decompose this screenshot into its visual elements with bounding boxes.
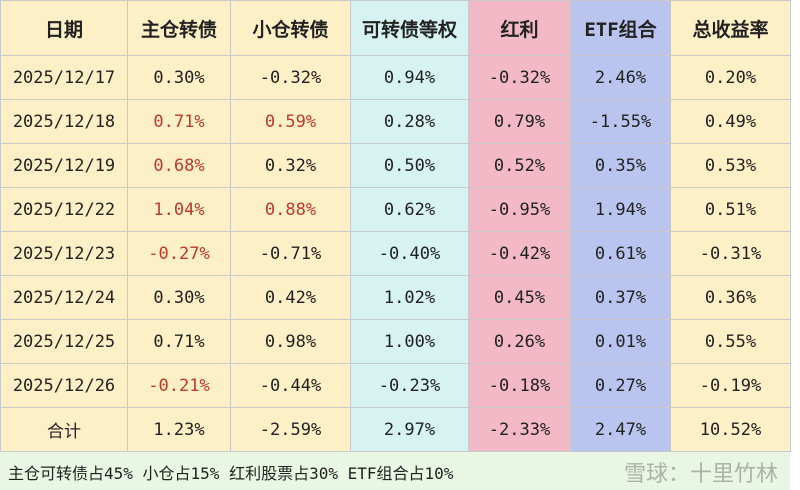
value-cell: -0.21% <box>127 363 231 408</box>
value-cell: 2.47% <box>570 407 671 452</box>
value-cell: 1.23% <box>127 407 231 452</box>
column-header: 红利 <box>468 0 571 56</box>
value-cell: 0.42% <box>230 275 351 320</box>
value-cell: 0.49% <box>670 99 791 144</box>
column-header: ETF组合 <box>570 0 671 56</box>
value-cell: 0.94% <box>350 55 469 100</box>
value-cell: 0.26% <box>468 319 571 364</box>
value-cell: 0.51% <box>670 187 791 232</box>
date-cell: 2025/12/23 <box>0 231 128 276</box>
value-cell: 0.32% <box>230 143 351 188</box>
footer-text: 主仓可转债占45% 小仓占15% 红利股票占30% ETF组合占10% <box>8 464 454 483</box>
value-cell: 0.62% <box>350 187 469 232</box>
value-cell: -0.18% <box>468 363 571 408</box>
column-header: 日期 <box>0 0 128 56</box>
value-cell: 0.79% <box>468 99 571 144</box>
value-cell: -0.95% <box>468 187 571 232</box>
date-cell: 2025/12/22 <box>0 187 128 232</box>
date-cell: 2025/12/26 <box>0 363 128 408</box>
value-cell: 1.04% <box>127 187 231 232</box>
date-cell: 2025/12/17 <box>0 55 128 100</box>
value-cell: -0.71% <box>230 231 351 276</box>
value-cell: 0.53% <box>670 143 791 188</box>
value-cell: -0.42% <box>468 231 571 276</box>
table-row: 2025/12/22 1.04% 0.88% 0.62% -0.95% 1.94% 0.51… <box>0 187 791 232</box>
value-cell: -0.40% <box>350 231 469 276</box>
value-cell: -0.23% <box>350 363 469 408</box>
value-cell: 2.46% <box>570 55 671 100</box>
value-cell: 1.02% <box>350 275 469 320</box>
value-cell: 0.61% <box>570 231 671 276</box>
date-cell: 2025/12/18 <box>0 99 128 144</box>
column-header: 可转债等权 <box>350 0 469 56</box>
table-row: 2025/12/17 0.30% -0.32% 0.94% -0.32% 2.46% 0.2… <box>0 55 791 100</box>
value-cell: 0.45% <box>468 275 571 320</box>
value-cell: 0.28% <box>350 99 469 144</box>
date-cell: 2025/12/19 <box>0 143 128 188</box>
value-cell: -2.33% <box>468 407 571 452</box>
table-row: 2025/12/26 -0.21% -0.44% -0.23% -0.18% 0.27% -… <box>0 363 791 408</box>
value-cell: 0.27% <box>570 363 671 408</box>
column-header: 小仓转债 <box>230 0 351 56</box>
date-cell: 2025/12/24 <box>0 275 128 320</box>
value-cell: -2.59% <box>230 407 351 452</box>
watermark: 雪球：十里竹林 <box>623 462 778 487</box>
value-cell: -1.55% <box>570 99 671 144</box>
value-cell: 0.71% <box>127 319 231 364</box>
value-cell: 0.52% <box>468 143 571 188</box>
value-cell: 1.94% <box>570 187 671 232</box>
column-header: 主仓转债 <box>127 0 231 56</box>
table-row: 合计 1.23% -2.59% 2.97% -2.33% 2.47% 10.52% <box>0 407 791 452</box>
value-cell: -0.32% <box>230 55 351 100</box>
table-row: 2025/12/19 0.68% 0.32% 0.50% 0.52% 0.35% 0.53% <box>0 143 791 188</box>
value-cell: 0.37% <box>570 275 671 320</box>
value-cell: 1.00% <box>350 319 469 364</box>
date-cell: 2025/12/25 <box>0 319 128 364</box>
table-row: 2025/12/23 -0.27% -0.71% -0.40% -0.42% 0.61% -… <box>0 231 791 276</box>
value-cell: 0.55% <box>670 319 791 364</box>
value-cell: 0.30% <box>127 55 231 100</box>
value-cell: -0.19% <box>670 363 791 408</box>
value-cell: -0.32% <box>468 55 571 100</box>
value-cell: 0.01% <box>570 319 671 364</box>
table-row: 2025/12/24 0.30% 0.42% 1.02% 0.45% 0.37% 0.36% <box>0 275 791 320</box>
value-cell: 0.98% <box>230 319 351 364</box>
returns-table: 日期 主仓转债 小仓转债 可转债等权 红利 ETF组合 总收益率 2025/12/17 0.3… <box>0 0 791 452</box>
column-header: 总收益率 <box>670 0 791 56</box>
table-row: 2025/12/25 0.71% 0.98% 1.00% 0.26% 0.01% 0.55% <box>0 319 791 364</box>
value-cell: 0.35% <box>570 143 671 188</box>
value-cell: 2.97% <box>350 407 469 452</box>
value-cell: 0.30% <box>127 275 231 320</box>
footer: 主仓可转债占45% 小仓占15% 红利股票占30% ETF组合占10% 雪球：十… <box>0 451 790 490</box>
value-cell: 10.52% <box>670 407 791 452</box>
value-cell: 0.71% <box>127 99 231 144</box>
value-cell: 0.68% <box>127 143 231 188</box>
header-row: 日期 主仓转债 小仓转债 可转债等权 红利 ETF组合 总收益率 <box>0 0 791 56</box>
value-cell: 0.20% <box>670 55 791 100</box>
value-cell: 0.59% <box>230 99 351 144</box>
value-cell: -0.44% <box>230 363 351 408</box>
value-cell: -0.27% <box>127 231 231 276</box>
table-body: 2025/12/17 0.30% -0.32% 0.94% -0.32% 2.46% 0.2… <box>0 55 791 452</box>
value-cell: 0.50% <box>350 143 469 188</box>
table-row: 2025/12/18 0.71% 0.59% 0.28% 0.79% -1.55% 0.49… <box>0 99 791 144</box>
value-cell: 0.36% <box>670 275 791 320</box>
value-cell: 0.88% <box>230 187 351 232</box>
value-cell: -0.31% <box>670 231 791 276</box>
date-cell: 合计 <box>0 407 128 452</box>
